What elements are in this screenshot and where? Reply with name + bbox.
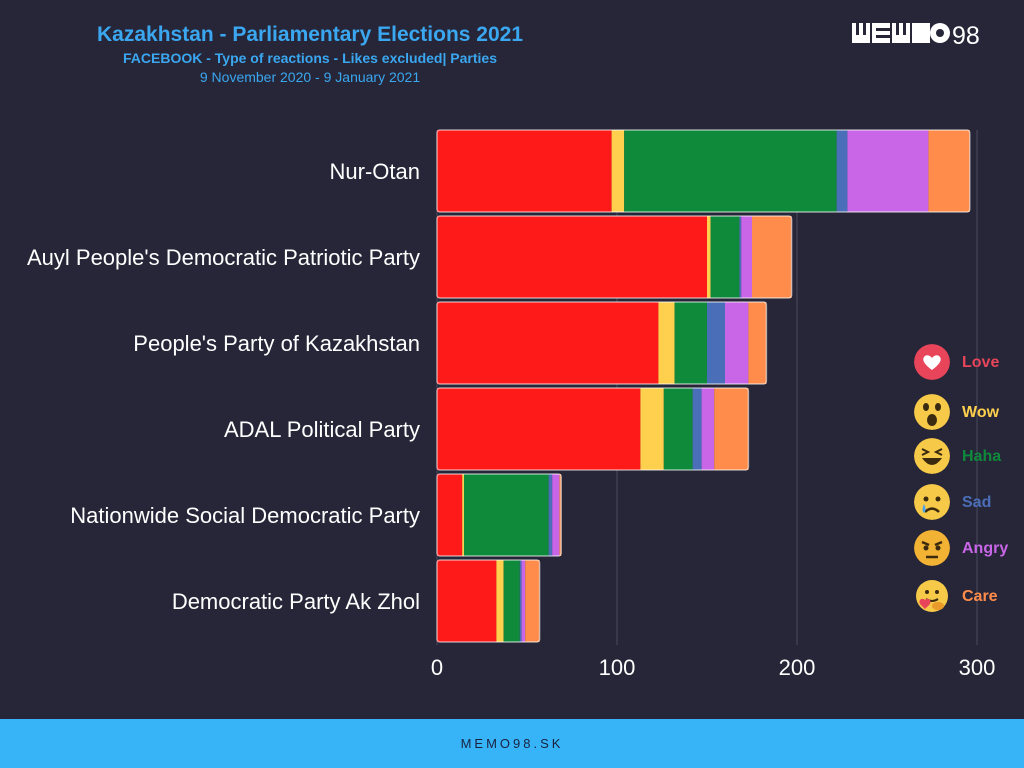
- bar-group-3: [436, 387, 750, 471]
- legend-item-care: Care: [910, 578, 1020, 618]
- bar-segment-wow: [496, 560, 504, 642]
- legend-label-angry: Angry: [962, 540, 1009, 557]
- bar-segment-angry: [552, 474, 560, 556]
- love-icon: [914, 344, 950, 380]
- bar-segment-haha: [624, 130, 837, 212]
- legend-item-sad: Sad: [910, 484, 1020, 524]
- x-tick-label: 300: [959, 655, 996, 680]
- legend: Love Wow Haha Sad: [910, 340, 1020, 620]
- bar-segment-haha: [674, 302, 707, 384]
- svg-text:98: 98: [952, 22, 980, 48]
- bar-group-0: [436, 129, 971, 213]
- x-tick-label: 200: [779, 655, 816, 680]
- bar-segment-love: [437, 474, 463, 556]
- bar-outline: [436, 559, 541, 643]
- chart-title: Kazakhstan - Parliamentary Elections 202…: [96, 23, 524, 46]
- bar-outline: [436, 129, 971, 213]
- bar-group-5: [436, 559, 541, 643]
- bar-segment-care: [748, 302, 767, 384]
- legend-label-care: Care: [962, 588, 998, 605]
- bar-segment-sad: [836, 130, 848, 212]
- legend-item-angry: Angry: [910, 530, 1020, 570]
- bar-segment-sad: [519, 560, 522, 642]
- bar-segment-wow: [462, 474, 464, 556]
- memo98-logo: 98: [852, 22, 980, 48]
- bar-outline: [436, 387, 750, 471]
- bar-segment-care: [752, 216, 792, 298]
- bar-segment-wow: [640, 388, 664, 470]
- legend-label-love: Love: [962, 354, 1000, 371]
- haha-icon: [914, 438, 950, 474]
- bar-segment-care: [714, 388, 749, 470]
- bar-segment-haha: [663, 388, 693, 470]
- bar-group-4: [436, 473, 562, 557]
- category-label: Nationwide Social Democratic Party: [70, 503, 420, 528]
- bar-segment-angry: [847, 130, 929, 212]
- bar-outline: [436, 301, 768, 385]
- bar-segment-love: [437, 216, 707, 298]
- bar-segment-sad: [707, 302, 725, 384]
- bar-segment-angry: [741, 216, 752, 298]
- bar-outline: [436, 473, 562, 557]
- x-tick-label: 0: [431, 655, 443, 680]
- legend-item-haha: Haha: [910, 438, 1020, 478]
- footer-website: MEMO98.SK: [460, 736, 564, 751]
- category-label: Democratic Party Ak Zhol: [172, 589, 420, 614]
- legend-item-wow: Wow: [910, 394, 1020, 434]
- bar-group-1: [436, 215, 793, 299]
- bar-segment-wow: [658, 302, 675, 384]
- bar-segment-angry: [701, 388, 715, 470]
- bar-segment-haha: [710, 216, 740, 298]
- sad-icon: [914, 484, 950, 520]
- bar-segment-love: [437, 302, 659, 384]
- bar-group-2: [436, 301, 768, 385]
- legend-item-love: Love: [910, 344, 1020, 384]
- bar-outline: [436, 215, 793, 299]
- bar-segment-sad: [692, 388, 702, 470]
- bar-segment-care: [928, 130, 970, 212]
- bar-segment-sad: [739, 216, 742, 298]
- stacked-bar-chart: Nur-Otan Auyl People's Democratic Patriot…: [27, 129, 996, 680]
- bar-segment-care: [525, 560, 540, 642]
- bar-segment-sad: [548, 474, 553, 556]
- legend-label-haha: Haha: [962, 448, 1002, 465]
- category-label: Nur-Otan: [330, 159, 420, 184]
- x-tick-label: 100: [599, 655, 636, 680]
- bar-segment-wow: [707, 216, 711, 298]
- wow-icon: [914, 394, 950, 430]
- care-icon: [916, 580, 948, 612]
- angry-icon: [914, 530, 950, 566]
- bar-segment-care: [559, 474, 562, 556]
- bar-segment-haha: [503, 560, 520, 642]
- legend-label-sad: Sad: [962, 494, 992, 511]
- category-label: ADAL Political Party: [224, 417, 420, 442]
- category-label: People's Party of Kazakhstan: [133, 331, 420, 356]
- bar-segment-angry: [725, 302, 749, 384]
- footer-bar: MEMO98.SK: [0, 719, 1024, 768]
- chart-subtitle: FACEBOOK - Type of reactions - Likes exc…: [123, 50, 497, 66]
- bar-segment-haha: [464, 474, 549, 556]
- legend-label-wow: Wow: [962, 404, 1000, 421]
- chart-header: Kazakhstan - Parliamentary Elections 202…: [80, 22, 540, 86]
- category-label: Auyl People's Democratic Patriotic Party: [27, 245, 420, 270]
- bar-segment-angry: [521, 560, 526, 642]
- bar-segment-love: [437, 560, 497, 642]
- date-range: 9 November 2020 - 9 January 2021: [199, 69, 421, 85]
- bar-segment-love: [437, 388, 641, 470]
- bar-segment-love: [437, 130, 612, 212]
- bar-segment-wow: [611, 130, 625, 212]
